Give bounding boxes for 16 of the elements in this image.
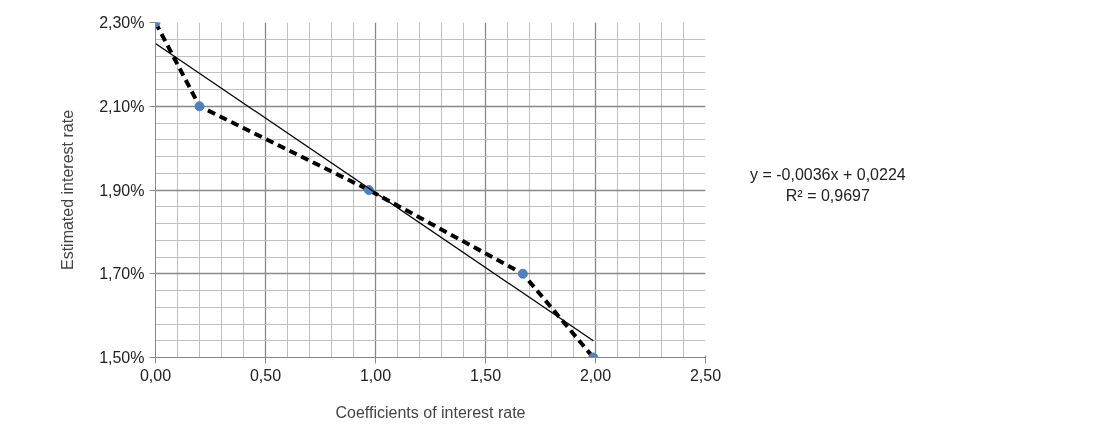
x-tick-label: 1,50 <box>469 366 502 384</box>
point <box>517 268 528 279</box>
x-tick-label: 0,50 <box>249 366 282 384</box>
x-tick-label: 1,00 <box>359 366 392 384</box>
y-axis-title: Estimated interest rate <box>59 109 77 271</box>
y-tick-label: 2,30% <box>99 14 145 31</box>
y-tick-label: 1,50% <box>99 349 145 366</box>
y-tick-label: 1,70% <box>99 265 145 283</box>
x-tick-label: 0,00 <box>139 366 172 384</box>
y-tick-label: 1,90% <box>99 181 145 199</box>
y-tick-label: 2,10% <box>99 97 145 115</box>
text: y = -0,0036x + 0,0224 R² = 0,9697 <box>750 165 906 206</box>
x-tick-label: 2,00 <box>579 366 612 384</box>
x-tick-label: 2,50 <box>689 366 722 384</box>
x-axis-title: Coefficients of interest rate <box>335 403 526 421</box>
point <box>194 101 205 112</box>
